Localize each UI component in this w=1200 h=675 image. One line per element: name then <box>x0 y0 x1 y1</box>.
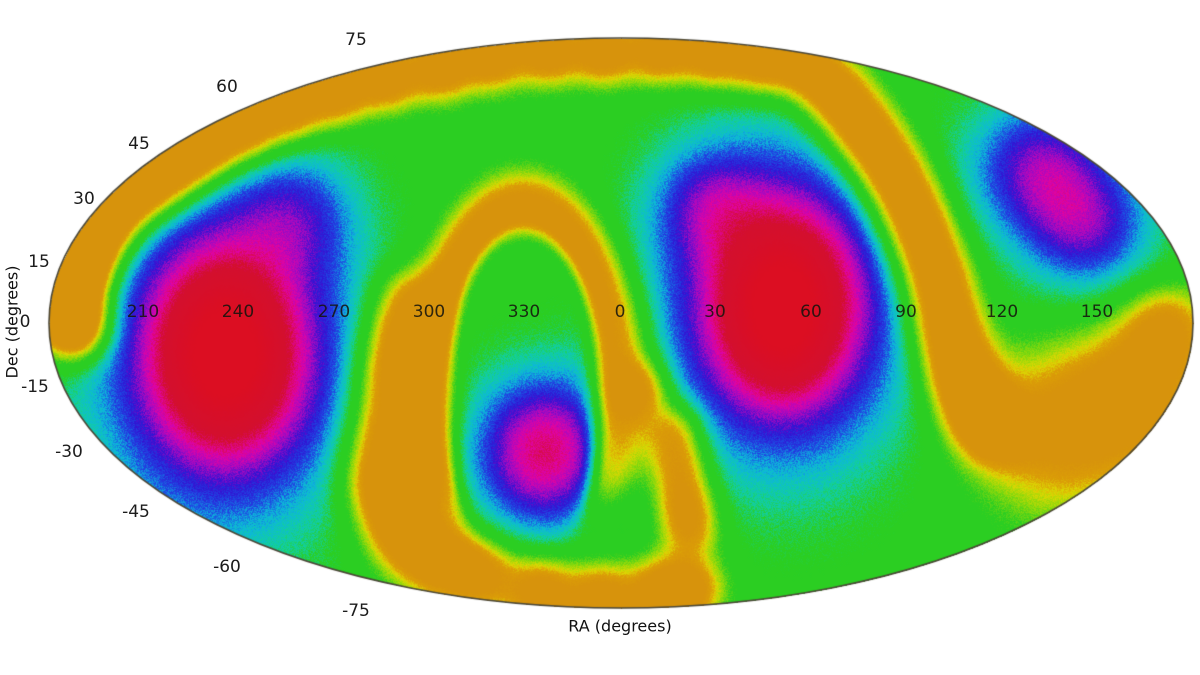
x-axis-title: RA (degrees) <box>568 616 672 636</box>
y-axis-title: Dec (degrees) <box>2 265 22 379</box>
